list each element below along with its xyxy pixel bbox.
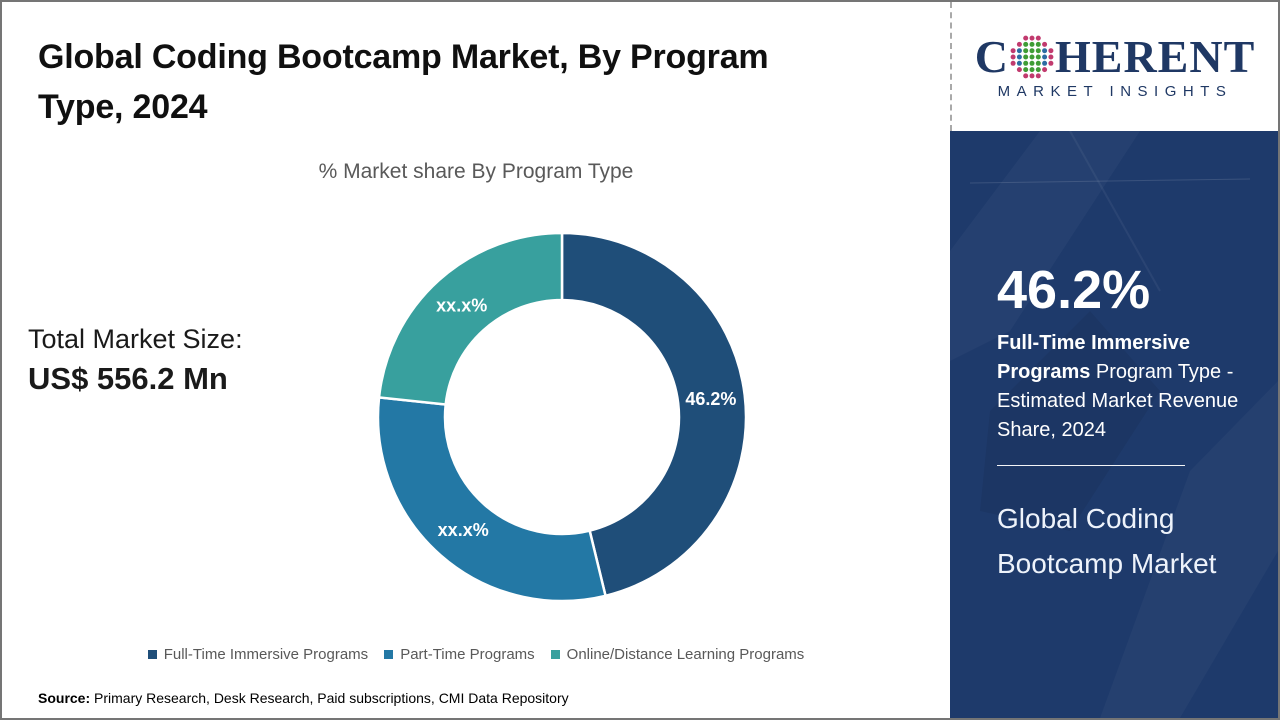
legend-label: Full-Time Immersive Programs [163,646,369,663]
logo-text-start: C [974,30,1009,82]
slice-label-3: xx.x% [436,295,487,315]
sidebar-divider [997,465,1185,466]
sidebar-content: 46.2% Full-Time Immersive Programs Progr… [950,131,1278,586]
logo-panel: C HERENT MARKET INSIGHTS [950,2,1278,131]
sidebar-stat-desc-bold: Full-Time Immersive Programs [997,332,1191,383]
logo-text-end: HERENT [1054,30,1256,82]
legend-item-2: Part-Time Programs [384,646,535,663]
legend-marker-icon [147,650,157,659]
logo-globe-icon [1010,35,1054,78]
slice-label-2: xx.x% [438,520,489,540]
total-market-label: Total Market Size: [28,324,243,354]
legend-item-3: Online/Distance Learning Programs [550,646,805,663]
donut-slice-2 [376,396,608,603]
legend-item-1: Full-Time Immersive Programs [147,646,369,663]
sidebar-stat-value: 46.2% [997,260,1151,320]
source-label: Source: [38,690,91,706]
chart-subtitle: % Market share By Program Type [318,160,634,183]
donut-slice-3 [377,231,564,406]
logo-subtitle: MARKET INSIGHTS [997,82,1233,100]
legend-marker-icon [550,650,560,659]
source-note: Source: Primary Research, Desk Research,… [38,690,569,706]
donut-slice-1 [560,231,748,598]
legend-label: Online/Distance Learning Programs [566,646,805,663]
total-market-value: US$ 556.2 Mn [28,361,228,396]
legend-marker-icon [384,650,394,659]
sidebar-panel-title: Global Coding Bootcamp Market [997,503,1217,579]
sidebar-stat-desc: Full-Time Immersive Programs Program Typ… [997,329,1249,445]
slice-label-1: 46.2% [685,389,736,409]
source-text: Primary Research, Desk Research, Paid su… [94,690,569,706]
sidebar: 46.2% Full-Time Immersive Programs Progr… [950,131,1278,718]
total-market-size: Total Market Size: US$ 556.2 Mn [28,324,243,397]
page-title: Global Coding Bootcamp Market, By Progra… [38,38,769,126]
coherent-logo: C HERENT [974,30,1256,82]
donut-chart: 46.2% xx.x% xx.x% [376,231,748,603]
legend-label: Part-Time Programs [400,646,535,663]
chart-legend: Full-Time Immersive Programs Part-Time Pr… [2,646,950,663]
sidebar-stat-desc-rest: Program Type - Estimated Market Revenue … [997,361,1239,441]
